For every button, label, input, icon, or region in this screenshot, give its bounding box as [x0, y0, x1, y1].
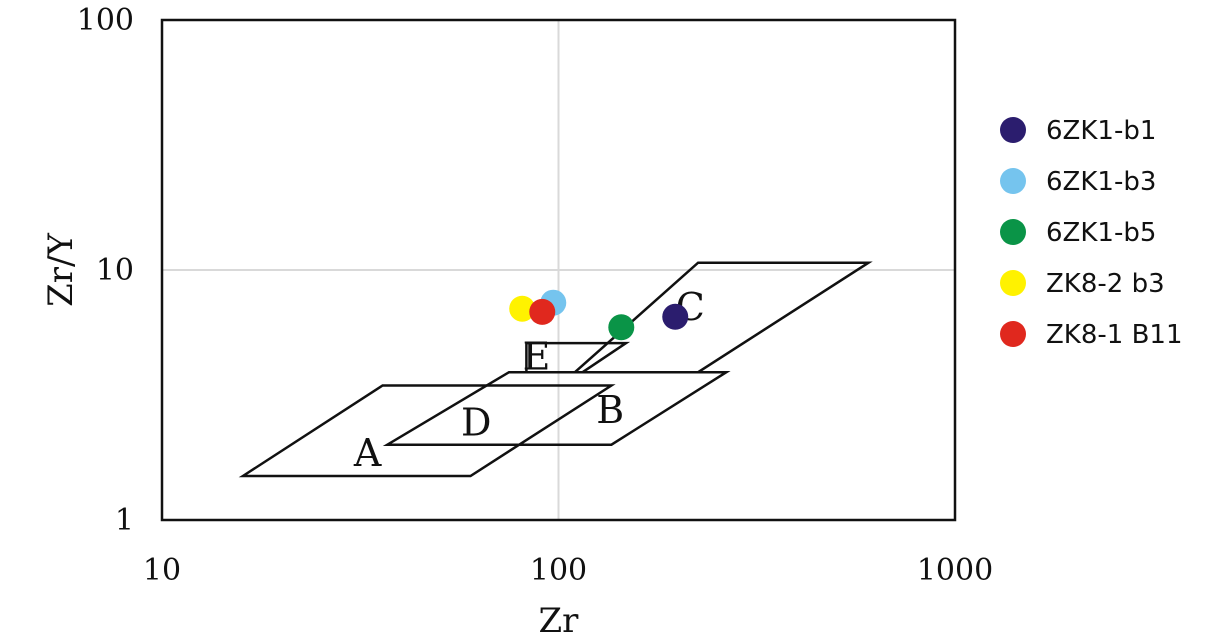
region-c-outline — [571, 261, 873, 374]
legend-marker — [1000, 117, 1026, 143]
gridlines — [162, 20, 955, 520]
legend-entry-label: ZK8-1 B11 — [1046, 320, 1183, 350]
region-b-outline — [382, 370, 731, 446]
data-point — [608, 314, 635, 341]
region-e-outline — [525, 341, 631, 374]
region-e-label: E — [523, 335, 551, 379]
y-tick-label: 1 — [115, 503, 134, 538]
legend-entry-label: 6ZK1-b3 — [1046, 167, 1156, 197]
y-tick-label: 10 — [96, 253, 134, 288]
legend-marker — [1000, 270, 1026, 296]
y-tick-label: 100 — [77, 3, 134, 38]
legend-entry-label: 6ZK1-b5 — [1046, 218, 1156, 248]
legend-marker — [1000, 321, 1026, 347]
region-d-label: D — [461, 401, 491, 445]
region-b-label: B — [596, 388, 624, 432]
legend-marker — [1000, 219, 1026, 245]
legend-entry-label: 6ZK1-b1 — [1046, 116, 1156, 146]
x-tick-label: 10 — [143, 553, 181, 588]
legend-marker — [1000, 168, 1026, 194]
x-axis-label: Zr — [539, 601, 580, 636]
legend-entry-label: ZK8-2 b3 — [1046, 269, 1165, 299]
data-point — [509, 295, 536, 322]
tick-labels: 10 100 1000 1 10 100 — [77, 3, 993, 588]
data-points — [509, 289, 689, 341]
region-a-label: A — [353, 431, 382, 475]
data-point — [662, 303, 689, 330]
plot-area-frame — [160, 18, 957, 522]
x-tick-label: 1000 — [917, 553, 993, 588]
legend: 6ZK1-b1 6ZK1-b3 6ZK1-b5 ZK8-2 b3 ZK8-1 B11 — [1000, 116, 1183, 350]
y-axis-label: Zr/Y — [41, 233, 81, 307]
region-a-outline — [238, 384, 616, 478]
x-tick-label: 100 — [530, 553, 587, 588]
data-point — [529, 298, 556, 325]
